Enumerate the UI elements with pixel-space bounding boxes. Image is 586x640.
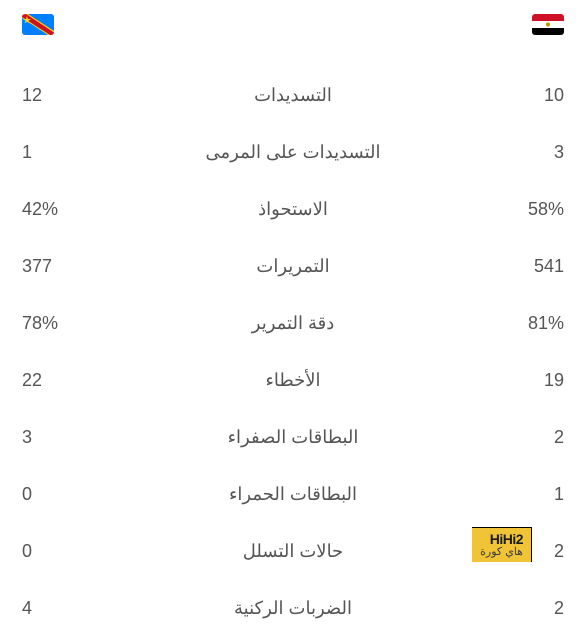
watermark-subtitle: هاي كورة <box>480 547 523 558</box>
stat-right-value: 2 <box>484 427 564 448</box>
stat-left-value: 22 <box>22 370 102 391</box>
stat-label: الاستحواذ <box>102 199 484 220</box>
stat-row: 3 البطاقات الصفراء 2 <box>22 409 564 466</box>
stat-left-value: 78% <box>22 313 102 334</box>
watermark-title: HiHi2 <box>480 532 523 546</box>
stat-row: 4 الضربات الركنية 2 <box>22 580 564 637</box>
stat-left-value: 0 <box>22 541 102 562</box>
stat-label: التسديدات على المرمى <box>102 142 484 163</box>
stat-left-value: 0 <box>22 484 102 505</box>
stat-right-value: 58% <box>484 199 564 220</box>
stat-left-value: 12 <box>22 85 102 106</box>
watermark: HiHi2 هاي كورة <box>472 527 532 562</box>
flag-left <box>22 14 54 35</box>
stat-row: 22 الأخطاء 19 <box>22 352 564 409</box>
stat-left-value: 1 <box>22 142 102 163</box>
flags-row <box>22 14 564 35</box>
stat-right-value: 1 <box>484 484 564 505</box>
stat-row: 0 البطاقات الحمراء 1 <box>22 466 564 523</box>
stat-left-value: 4 <box>22 598 102 619</box>
stat-row: 78% دقة التمرير 81% <box>22 295 564 352</box>
stat-label: دقة التمرير <box>102 313 484 334</box>
stat-right-value: 2 <box>484 598 564 619</box>
stat-label: حالات التسلل <box>102 541 484 562</box>
stat-left-value: 42% <box>22 199 102 220</box>
stat-label: الضربات الركنية <box>102 598 484 619</box>
stat-right-value: 10 <box>484 85 564 106</box>
stat-left-value: 377 <box>22 256 102 277</box>
stat-label: البطاقات الحمراء <box>102 484 484 505</box>
stat-right-value: 3 <box>484 142 564 163</box>
stat-label: التمريرات <box>102 256 484 277</box>
stat-left-value: 3 <box>22 427 102 448</box>
stat-right-value: 19 <box>484 370 564 391</box>
stat-row: 12 التسديدات 10 <box>22 67 564 124</box>
stat-label: الأخطاء <box>102 370 484 391</box>
stat-label: التسديدات <box>102 85 484 106</box>
stat-right-value: 541 <box>484 256 564 277</box>
stat-right-value: 81% <box>484 313 564 334</box>
stat-row: 1 التسديدات على المرمى 3 <box>22 124 564 181</box>
stat-row: 377 التمريرات 541 <box>22 238 564 295</box>
stat-label: البطاقات الصفراء <box>102 427 484 448</box>
flag-right <box>532 14 564 35</box>
stat-row: 42% الاستحواذ 58% <box>22 181 564 238</box>
